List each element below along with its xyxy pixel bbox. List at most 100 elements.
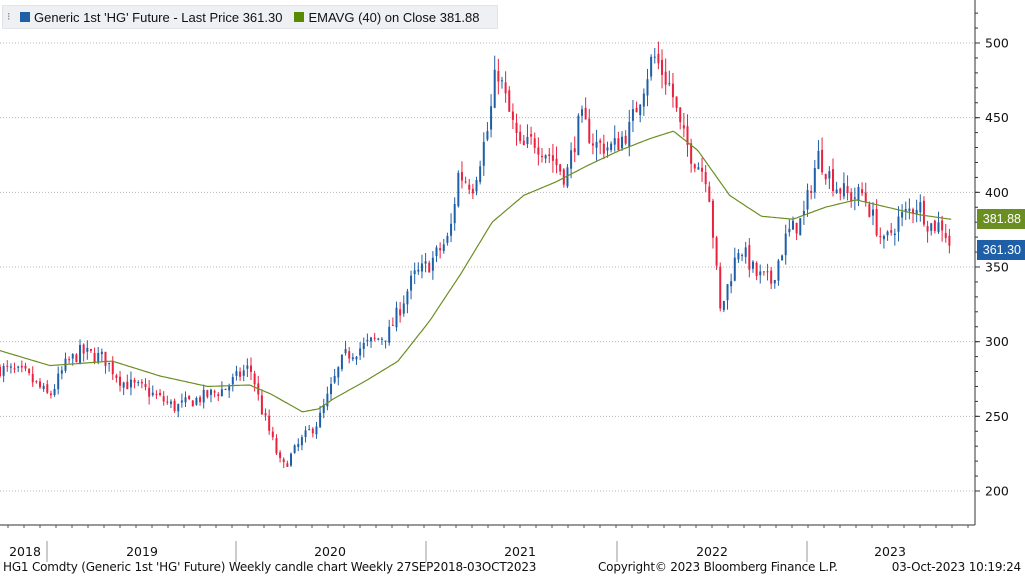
candle-down — [111, 360, 114, 375]
candle-up — [733, 257, 736, 281]
candle-up — [526, 136, 529, 145]
candle-down — [464, 181, 467, 183]
candle-up — [500, 80, 503, 82]
candle-up — [195, 397, 198, 405]
candle-up — [479, 166, 482, 182]
candle-up — [57, 373, 60, 390]
footer-copyright: Copyright© 2023 Bloomberg Finance L.P. — [598, 560, 838, 574]
candle-up — [697, 167, 700, 170]
candle-up — [828, 171, 831, 179]
candle-up — [872, 209, 875, 216]
candle-down — [624, 135, 627, 144]
candle-down — [839, 188, 842, 194]
candle-up — [842, 183, 845, 197]
candle-up — [300, 437, 303, 446]
y-tick-label: 350 — [985, 260, 1009, 275]
candle-down — [173, 400, 176, 412]
candle-up — [319, 412, 322, 428]
candle-up — [642, 93, 645, 107]
candle-down — [675, 96, 678, 108]
candle-down — [199, 397, 202, 403]
legend-item-ema[interactable]: EMAVG (40) on Close 381.88 — [294, 10, 479, 25]
candle-down — [944, 233, 947, 238]
ema-line-group — [0, 130, 952, 413]
candle-up — [359, 348, 362, 356]
candle-up — [475, 180, 478, 192]
candle-down — [766, 271, 769, 273]
ema-line — [0, 130, 952, 413]
candle-down — [846, 185, 849, 193]
candle-up — [806, 190, 809, 210]
candle-down — [679, 107, 682, 123]
candle-up — [781, 255, 784, 261]
candle-down — [28, 369, 31, 374]
legend-item-price[interactable]: Generic 1st 'HG' Future - Last Price 361… — [20, 10, 282, 25]
candle-down — [591, 143, 594, 146]
candle-up — [901, 211, 904, 218]
candle-up — [802, 210, 805, 216]
candle-up — [100, 351, 103, 355]
candle-down — [850, 192, 853, 202]
candle-up — [220, 389, 223, 397]
candle-down — [504, 82, 507, 94]
candle-up — [169, 401, 172, 404]
candle-down — [144, 383, 147, 388]
candle-down — [166, 401, 169, 403]
candle-down — [497, 71, 500, 82]
candle-up — [410, 275, 413, 291]
y-tick-label: 400 — [985, 185, 1009, 200]
candle-down — [715, 237, 718, 266]
candle-up — [726, 284, 729, 301]
candle-up — [450, 223, 453, 236]
candle-down — [559, 164, 562, 172]
candle-up — [751, 261, 754, 269]
candle-up — [621, 136, 624, 149]
candle-down — [824, 174, 827, 180]
candle-down — [821, 149, 824, 173]
candle-up — [420, 263, 423, 272]
legend-label-price: Generic 1st 'HG' Future - Last Price 361… — [34, 9, 283, 25]
candle-down — [522, 140, 525, 146]
candle-up — [384, 340, 387, 342]
candle-up — [919, 202, 922, 213]
candle-up — [377, 338, 380, 340]
candle-down — [24, 365, 27, 369]
y-tick-label: 200 — [985, 484, 1009, 499]
legend-swatch-ema — [294, 12, 305, 22]
candle-down — [551, 155, 554, 161]
candle-up — [424, 261, 427, 264]
candle-down — [912, 209, 915, 214]
candle-down — [861, 189, 864, 194]
candle-up — [853, 197, 856, 199]
candle-up — [759, 271, 762, 276]
candle-up — [446, 235, 449, 243]
candle-down — [708, 186, 711, 202]
candle-up — [857, 187, 860, 201]
candle-down — [686, 126, 689, 145]
candle-up — [177, 404, 180, 412]
candle-down — [249, 365, 252, 372]
candle-down — [68, 359, 71, 361]
candle-up — [122, 382, 125, 388]
candle-down — [770, 270, 773, 284]
candle-up — [486, 131, 489, 140]
candle-down — [471, 188, 474, 194]
candle-down — [20, 365, 23, 368]
candle-up — [835, 189, 838, 193]
candle-up — [882, 235, 885, 240]
candle-up — [570, 150, 573, 169]
candle-up — [17, 366, 20, 368]
candle-down — [530, 134, 533, 137]
candle-up — [308, 429, 311, 431]
footer-description: HG1 Comdty (Generic 1st 'HG' Future) Wee… — [3, 560, 537, 574]
candle-up — [366, 339, 369, 341]
candle-down — [0, 366, 1, 376]
candle-down — [875, 208, 878, 236]
candle-up — [431, 257, 434, 271]
candle-up — [97, 352, 100, 363]
candle-up — [799, 218, 802, 236]
candle-up — [71, 354, 74, 359]
candle-down — [217, 394, 220, 396]
candle-up — [610, 143, 613, 150]
drag-grip-icon[interactable]: ⁝ — [7, 11, 11, 23]
